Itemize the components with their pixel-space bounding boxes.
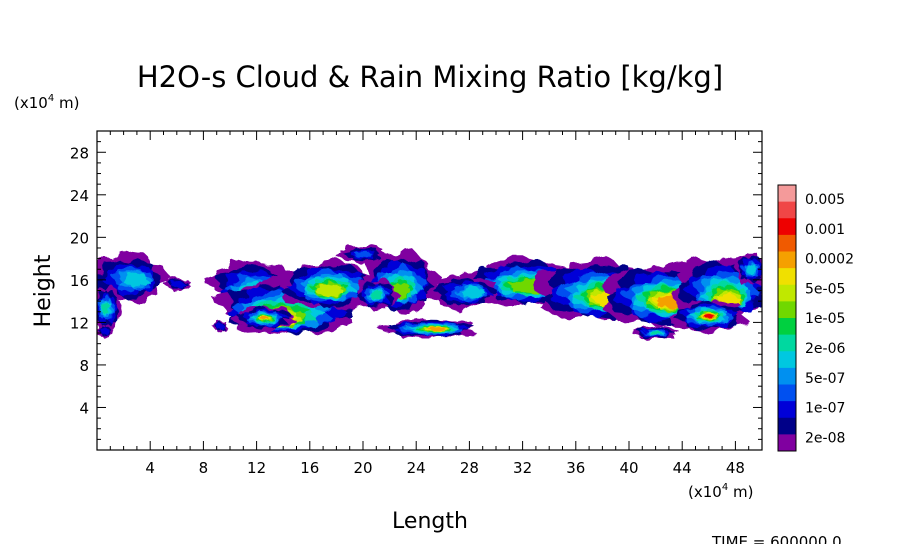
legend-swatch [778,234,796,252]
chart-title: H2O-s Cloud & Rain Mixing Ratio [kg/kg] [137,60,723,94]
legend-label: 1e-07 [805,401,845,417]
legend-swatch [778,384,796,402]
legend-swatch [778,334,796,352]
y-unit-label: (x104 m) [14,93,79,112]
y-tick-label: 24 [70,187,89,205]
x-tick-label: 16 [300,459,319,477]
legend-swatch [778,268,796,286]
contour-band [216,323,225,330]
y-tick-label: 8 [79,357,89,375]
contour-band [369,289,384,300]
y-tick-label: 20 [70,229,89,247]
contour-band [649,331,662,335]
x-tick-label: 36 [566,459,585,477]
x-unit-prefix: (x10 [688,483,722,501]
x-tick-label: 4 [145,459,155,477]
legend-swatch [778,218,796,236]
contour-band [315,283,344,297]
y-tick-label: 4 [79,399,89,417]
y-unit-suffix: m) [54,94,79,112]
y-unit-exp: 4 [48,93,54,104]
contour-band [703,313,714,318]
legend-swatch [778,401,796,419]
y-tick-label: 12 [70,314,89,332]
contour-band [426,326,446,331]
legend-swatch [778,318,796,336]
legend-swatch [778,367,796,385]
legend-swatch [778,284,796,302]
x-tick-label: 24 [407,459,426,477]
contour-band [354,251,373,258]
legend-label: 0.0002 [805,252,854,268]
contour-band [171,280,186,288]
y-tick-label: 16 [70,272,89,290]
x-axis-label: Length [392,509,468,534]
time-label: TIME = 600000.0 [711,533,842,544]
legend-swatch [778,417,796,435]
cloud-field [97,245,762,340]
legend-swatch [778,251,796,269]
y-unit-prefix: (x10 [14,94,48,112]
y-axis-label: Height [31,254,56,327]
legend-label: 5e-05 [805,281,845,297]
legend-label: 0.001 [805,222,845,238]
x-unit-exp: 4 [722,482,728,493]
x-tick-label: 12 [247,459,266,477]
x-unit-suffix: m) [728,483,753,501]
legend-label: 2e-08 [805,430,845,446]
legend-swatch [778,185,796,203]
x-tick-label: 8 [199,459,209,477]
legend-label: 0.005 [805,192,845,208]
x-unit-label: (x104 m) [688,482,753,501]
legend-label: 2e-06 [805,341,845,357]
legend-label: 5e-07 [805,371,845,387]
legend-swatch [778,201,796,219]
y-tick-label: 28 [70,144,89,162]
contour-band [123,273,150,289]
plot-area [97,245,762,340]
x-tick-label: 28 [460,459,479,477]
contour-band [745,263,758,276]
x-tick-label: 48 [726,459,745,477]
x-tick-label: 44 [673,459,692,477]
contour-band [102,301,111,315]
legend-swatch [778,434,796,452]
legend-frame [777,184,797,452]
legend-swatch [778,351,796,369]
x-tick-label: 32 [513,459,532,477]
contour-band [460,286,486,299]
contour-band [259,316,270,320]
legend-swatch [778,301,796,319]
legend-label: 1e-05 [805,311,845,327]
x-tick-label: 20 [353,459,372,477]
x-tick-label: 40 [619,459,638,477]
color-legend: 0.005 0.001 0.0002 5e-05 1e-05 2e-06 5e-07 1e-0… [777,184,854,452]
contour-band [100,327,110,335]
